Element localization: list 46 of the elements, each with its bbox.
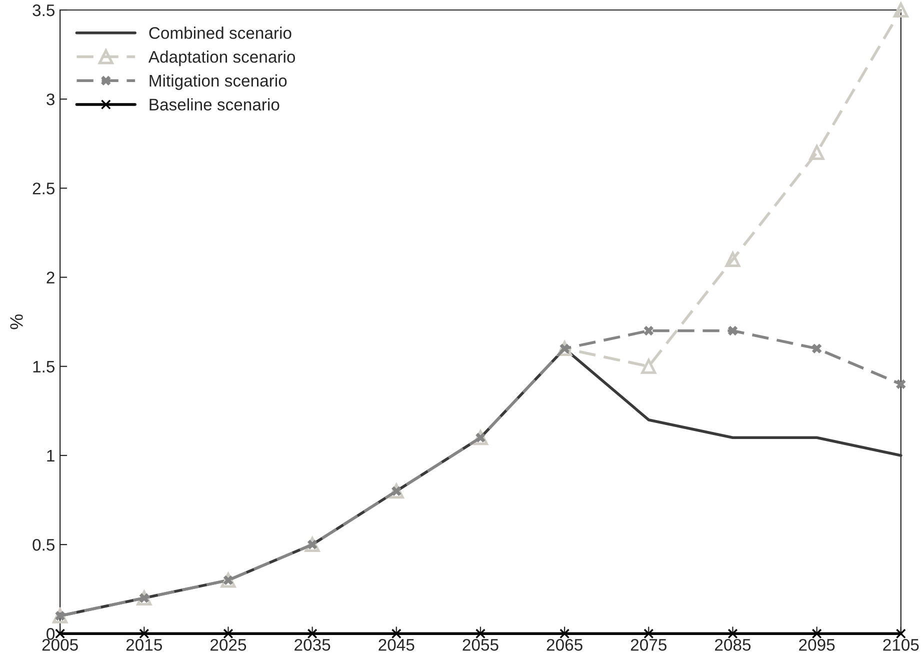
x-tick-label: 2055 — [462, 638, 498, 651]
y-tick-label: 0 — [46, 628, 55, 640]
x-tick-label: 2025 — [210, 638, 246, 651]
point — [391, 628, 402, 639]
point — [644, 628, 654, 639]
x-tick-label: 2095 — [799, 638, 835, 651]
legend-label: Combined scenario — [149, 26, 292, 39]
x-tick-label: 2105 — [883, 638, 919, 651]
point — [307, 628, 318, 639]
point — [388, 484, 404, 499]
point — [52, 608, 68, 624]
x-tick-label: 2075 — [630, 638, 666, 651]
legend-label: Mitigation scenario — [150, 74, 287, 90]
point — [809, 145, 824, 160]
x-tick-label: 2035 — [294, 638, 330, 651]
y-tick-label: 2.5 — [32, 182, 54, 194]
x-tick-label: 2015 — [126, 638, 162, 651]
y-tick-label: 3 — [46, 94, 54, 106]
point — [641, 358, 656, 374]
y-tick-label: 1.5 — [33, 360, 54, 373]
point — [223, 628, 234, 639]
y-axis-title: % — [10, 314, 23, 330]
y-tick-label: 0.5 — [32, 538, 54, 551]
x-tick-label: 2085 — [715, 638, 751, 651]
point — [136, 590, 152, 606]
point — [139, 628, 150, 639]
y-tick-label: 1 — [47, 450, 54, 462]
point — [725, 252, 740, 267]
x-tick-label: 2005 — [42, 638, 78, 651]
point — [812, 628, 822, 639]
point — [304, 537, 320, 552]
x-tick-label: 2065 — [546, 638, 582, 651]
y-tick-label: 2 — [46, 272, 54, 284]
y-tick-label: 3.5 — [32, 4, 54, 16]
point — [560, 628, 570, 639]
point — [475, 628, 486, 639]
legend-label: Adaptation scenario — [148, 50, 296, 66]
point — [644, 326, 654, 336]
point — [893, 2, 908, 18]
point — [896, 379, 906, 390]
point — [728, 628, 738, 639]
point — [812, 344, 822, 354]
point — [472, 430, 488, 446]
point — [728, 326, 738, 336]
x-tick-label: 2045 — [378, 638, 414, 651]
legend-label: Baseline scenario — [150, 98, 280, 111]
